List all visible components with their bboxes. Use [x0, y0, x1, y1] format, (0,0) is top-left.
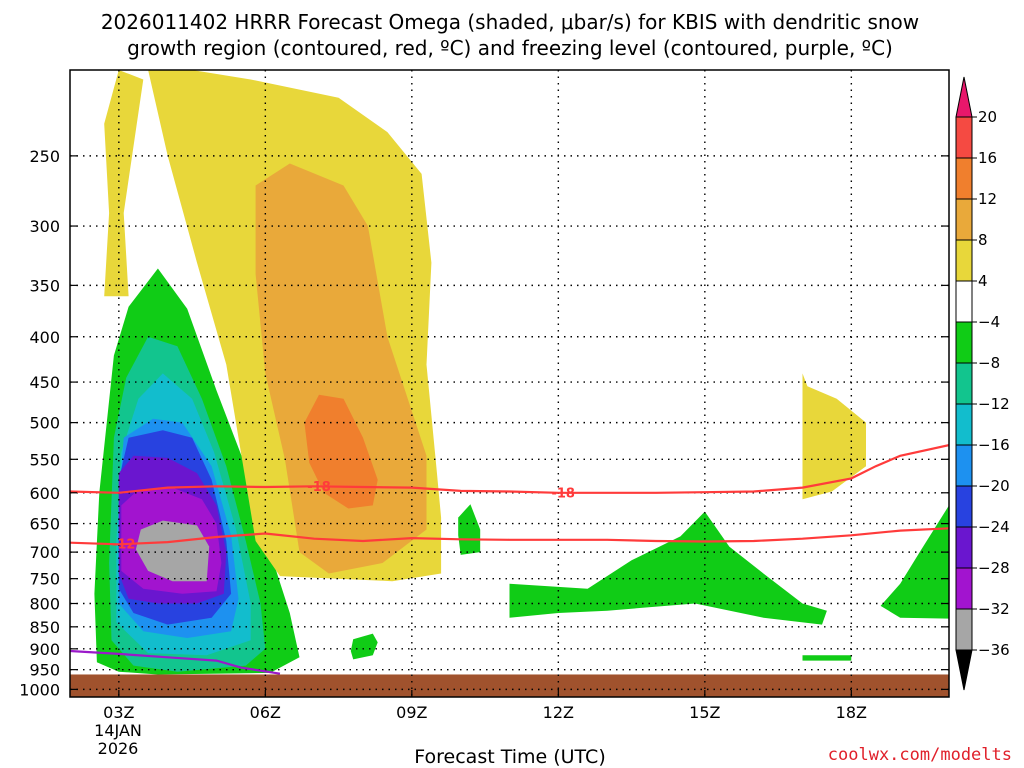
- chart-title-line2: growth region (contoured, red, ºC) and f…: [127, 36, 893, 60]
- colorbar: 20 16 12 8 4 −4 −8 −12 −16 −20 −24 −28 −32 −36: [955, 76, 1010, 691]
- colorbar-swatch-9: [955, 485, 973, 528]
- x-date-line1: 14JAN: [94, 721, 142, 740]
- colorbar-swatch-1: [955, 157, 973, 200]
- x-tick-label-0: 03Z: [103, 703, 134, 722]
- x-tick-label-1: 06Z: [250, 703, 281, 722]
- y-tick-label-8: 650: [29, 515, 60, 534]
- y-tick-label-1: 300: [29, 217, 60, 236]
- colorbar-label-6: −8: [978, 354, 1000, 372]
- y-tick-label-3: 400: [29, 328, 60, 347]
- omega-shading: [94, 70, 949, 675]
- x-tick-label-2: 09Z: [396, 703, 427, 722]
- y-tick-label-13: 900: [29, 640, 60, 659]
- omega-region-10: [802, 373, 866, 500]
- y-tick-label-12: 850: [29, 618, 60, 637]
- contour-label-0-0: -18: [307, 480, 331, 495]
- plot-area: -18 -18 -12: [70, 70, 949, 697]
- y-tick-label-4: 450: [29, 373, 60, 392]
- colorbar-label-5: −4: [978, 313, 1000, 331]
- credit-text: coolwx.com/modelts: [828, 745, 1012, 765]
- contour-label-0-1: -18: [551, 486, 575, 501]
- colorbar-label-12: −32: [978, 600, 1010, 618]
- grid-lines: [70, 70, 949, 697]
- y-tick-label-7: 600: [29, 484, 60, 503]
- y-tick-label-10: 750: [29, 570, 60, 589]
- colorbar-swatch-6: [955, 362, 973, 405]
- colorbar-label-13: −36: [978, 641, 1010, 659]
- colorbar-swatch-0: [955, 116, 973, 159]
- colorbar-label-1: 16: [978, 149, 997, 167]
- colorbar-swatch-4: [955, 280, 973, 323]
- ground-surface: [70, 674, 949, 697]
- y-tick-label-15: 1000: [19, 680, 60, 699]
- colorbar-bottom-arrow: [955, 649, 973, 691]
- ground: [70, 674, 949, 697]
- omega-region-7: [135, 520, 210, 582]
- x-tick-label-5: 18Z: [836, 703, 867, 722]
- colorbar-label-0: 20: [978, 108, 997, 126]
- y-tick-label-2: 350: [29, 276, 60, 295]
- contour-line-2: [70, 649, 281, 675]
- x-date-line2: 2026: [98, 739, 139, 758]
- y-tick-label-6: 550: [29, 450, 60, 469]
- x-tick-label-3: 12Z: [543, 703, 574, 722]
- colorbar-top-arrow: [955, 76, 973, 118]
- colorbar-label-4: 4: [978, 272, 988, 290]
- x-axis-label: Forecast Time (UTC): [414, 746, 605, 768]
- contour-line-0: [70, 444, 949, 494]
- colorbar-label-2: 12: [978, 190, 997, 208]
- contour-lines: -18 -18 -12: [70, 444, 949, 675]
- colorbar-label-8: −16: [978, 436, 1010, 454]
- y-tick-label-14: 950: [29, 661, 60, 680]
- y-axis: 250 300 350 400 450 500 550 600 650 700 750 800 850 9…: [19, 147, 949, 699]
- y-tick-label-9: 700: [29, 543, 60, 562]
- omega-region-13: [458, 504, 481, 555]
- contour-label-1-0: -12: [112, 538, 136, 553]
- colorbar-swatch-7: [955, 403, 973, 446]
- colorbar-label-7: −12: [978, 395, 1010, 413]
- colorbar-label-9: −20: [978, 477, 1010, 495]
- colorbar-swatch-11: [955, 567, 973, 610]
- x-axis: 03Z 06Z 09Z 12Z 15Z 18Z: [103, 690, 867, 722]
- colorbar-swatch-10: [955, 526, 973, 569]
- x-tick-label-4: 15Z: [689, 703, 720, 722]
- y-tick-label-0: 250: [29, 147, 60, 166]
- contour-line-1: [70, 527, 949, 546]
- colorbar-label-11: −28: [978, 559, 1010, 577]
- omega-region-11: [255, 163, 427, 574]
- colorbar-swatch-5: [955, 321, 973, 364]
- omega-region-15: [509, 511, 827, 625]
- y-tick-label-5: 500: [29, 414, 60, 433]
- plot-frame: [69, 69, 950, 698]
- omega-region-9: [104, 70, 144, 297]
- omega-region-17: [802, 655, 852, 661]
- omega-region-12: [304, 394, 378, 509]
- colorbar-swatch-8: [955, 444, 973, 487]
- colorbar-label-10: −24: [978, 518, 1010, 536]
- colorbar-swatch-12: [955, 608, 973, 651]
- colorbar-label-3: 8: [978, 231, 988, 249]
- omega-region-14: [350, 633, 378, 660]
- chart-title-line1: 2026011402 HRRR Forecast Omega (shaded, …: [101, 10, 919, 34]
- omega-region-16: [880, 505, 949, 619]
- y-tick-label-11: 800: [29, 595, 60, 614]
- colorbar-swatch-3: [955, 239, 973, 282]
- colorbar-swatch-2: [955, 198, 973, 241]
